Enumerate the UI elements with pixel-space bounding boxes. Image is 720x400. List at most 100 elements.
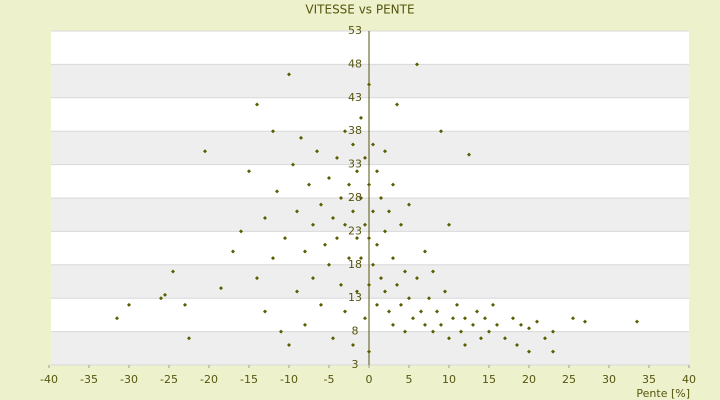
grid-band [51, 64, 689, 98]
point [335, 236, 339, 241]
point [443, 289, 447, 294]
point [347, 182, 351, 187]
point [271, 256, 275, 261]
point [371, 209, 375, 214]
point [439, 129, 443, 134]
y-tick-label: 18 [348, 258, 362, 271]
point [527, 349, 531, 354]
point [311, 222, 315, 227]
point [323, 242, 327, 247]
point [551, 329, 555, 334]
x-tick-label: -20 [200, 373, 218, 386]
x-tick-label: -30 [120, 373, 138, 386]
x-tick-label: -40 [40, 373, 58, 386]
x-tick-label: 40 [682, 373, 696, 386]
x-tick-label: 15 [482, 373, 496, 386]
point [487, 329, 491, 334]
x-tick-label: 20 [522, 373, 536, 386]
point [511, 316, 515, 321]
point [471, 322, 475, 327]
point [403, 329, 407, 334]
point [395, 102, 399, 107]
point [339, 282, 343, 287]
point [355, 236, 359, 241]
x-tick-label: -5 [324, 373, 335, 386]
point [287, 342, 291, 347]
point [399, 302, 403, 307]
point [115, 316, 119, 321]
point [387, 309, 391, 314]
point [379, 196, 383, 200]
point [343, 222, 347, 227]
point [335, 155, 339, 160]
point [263, 216, 267, 221]
point [327, 175, 331, 180]
point [283, 236, 287, 241]
point [423, 322, 427, 327]
point [355, 289, 359, 294]
point [407, 202, 411, 207]
point [363, 316, 367, 321]
point [311, 276, 315, 281]
point [239, 229, 243, 234]
point [411, 316, 415, 321]
point [327, 262, 331, 267]
x-tick-label: 35 [642, 373, 656, 386]
point [495, 322, 499, 327]
point [271, 129, 275, 134]
x-tick-label: -15 [240, 373, 258, 386]
point [219, 286, 223, 291]
point [287, 72, 291, 77]
point [455, 302, 459, 307]
point [435, 309, 439, 314]
point [359, 256, 363, 261]
point [183, 302, 187, 307]
point [463, 342, 467, 347]
x-tick-label: 5 [406, 373, 413, 386]
point [415, 62, 419, 67]
x-tick-label: 25 [562, 373, 576, 386]
point [363, 155, 367, 160]
y-tick-label: 23 [348, 224, 362, 237]
point [467, 152, 471, 157]
point [551, 349, 555, 354]
point [375, 242, 379, 247]
point [491, 302, 495, 307]
point [255, 276, 259, 281]
chart-title: VITESSE vs PENTE [305, 3, 414, 17]
point [527, 326, 531, 331]
x-axis-label: Pente [%] [636, 387, 690, 400]
point [303, 249, 307, 254]
y-tick-label: 13 [348, 291, 362, 304]
point [391, 256, 395, 261]
y-tick-label: 33 [348, 158, 362, 171]
y-tick-label: 43 [348, 91, 362, 104]
point [187, 336, 191, 341]
point [483, 316, 487, 321]
point [439, 322, 443, 327]
point [431, 269, 435, 274]
point [371, 142, 375, 147]
y-tick-label: 53 [348, 24, 362, 37]
point [375, 169, 379, 174]
point [295, 209, 299, 214]
point [363, 222, 367, 227]
point [159, 296, 163, 301]
x-tick-label: 10 [442, 373, 456, 386]
point [451, 316, 455, 321]
point [407, 296, 411, 301]
grid-band [51, 131, 689, 165]
point [447, 222, 451, 227]
grid-band [51, 331, 689, 365]
point [431, 329, 435, 334]
point [231, 249, 235, 254]
point [351, 209, 355, 214]
point [299, 135, 303, 140]
point [171, 269, 175, 274]
point [503, 336, 507, 341]
point [367, 349, 371, 354]
point [343, 129, 347, 134]
y-tick-label: 48 [348, 57, 362, 70]
